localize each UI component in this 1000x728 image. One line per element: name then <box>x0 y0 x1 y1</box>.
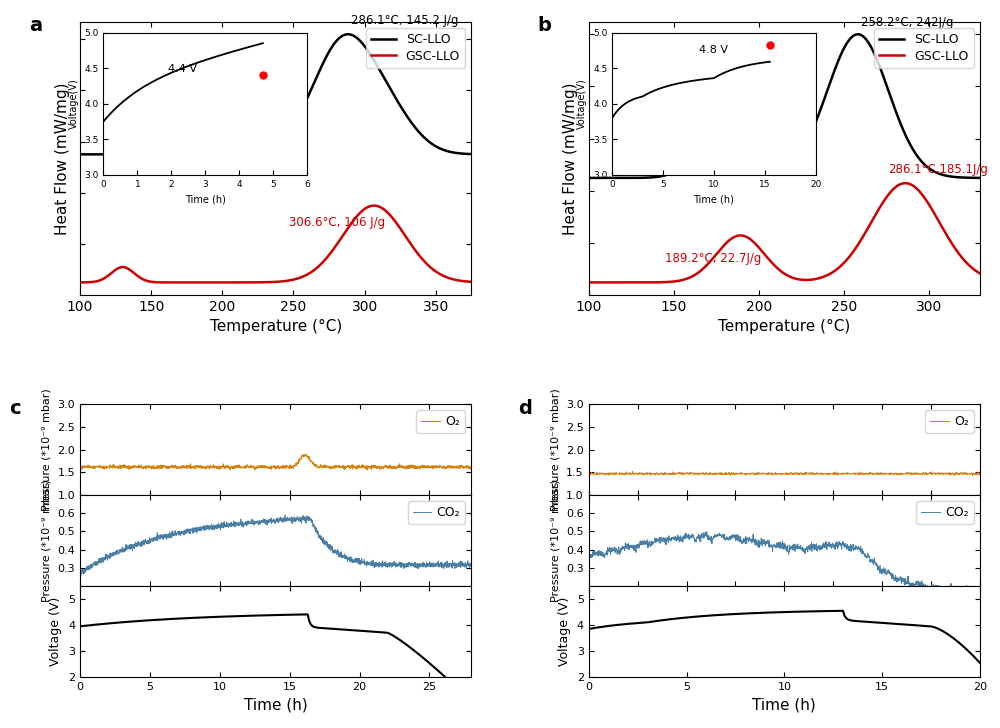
SC-LLO <box>760 159 772 168</box>
SC-LLO <box>143 150 155 159</box>
GSC-LLO <box>175 278 187 287</box>
SC-LLO <box>583 173 595 182</box>
SC-LLO <box>465 150 477 159</box>
Y-axis label: Pressure (*10⁻⁹ mbar): Pressure (*10⁻⁹ mbar) <box>42 479 52 602</box>
SC-LLO <box>369 58 381 67</box>
SC-LLO <box>878 74 890 82</box>
GSC-LLO <box>652 278 664 287</box>
Text: 189.2°C, 22.7J/g: 189.2°C, 22.7J/g <box>665 252 762 264</box>
Y-axis label: Heat Flow (mW/mg): Heat Flow (mW/mg) <box>55 82 70 234</box>
GSC-LLO <box>74 278 86 287</box>
Y-axis label: Heat Flow (mW/mg): Heat Flow (mW/mg) <box>563 82 578 234</box>
SC-LLO <box>175 150 187 159</box>
Text: 179.8°C, 22.5J/g: 179.8°C, 22.5J/g <box>699 95 796 108</box>
SC-LLO <box>74 150 86 159</box>
GSC-LLO <box>368 201 380 210</box>
Legend: O₂: O₂ <box>925 411 974 433</box>
Line: GSC-LLO: GSC-LLO <box>80 205 471 282</box>
X-axis label: Temperature (°C): Temperature (°C) <box>718 320 850 334</box>
Text: 306.6°C, 106 J/g: 306.6°C, 106 J/g <box>289 216 385 229</box>
GSC-LLO <box>877 197 889 206</box>
GSC-LLO <box>143 277 155 286</box>
GSC-LLO <box>252 278 264 287</box>
Legend: CO₂: CO₂ <box>916 502 974 524</box>
SC-LLO <box>652 173 664 181</box>
SC-LLO <box>305 87 317 95</box>
Text: 286.1°C,185.1J/g: 286.1°C,185.1J/g <box>889 163 988 175</box>
Y-axis label: Pressure (*10⁻⁹ mbar): Pressure (*10⁻⁹ mbar) <box>551 388 561 511</box>
SC-LLO <box>683 154 695 163</box>
X-axis label: Time (h): Time (h) <box>752 697 816 713</box>
SC-LLO <box>342 30 354 39</box>
GSC-LLO <box>336 232 348 241</box>
Line: SC-LLO: SC-LLO <box>80 34 471 154</box>
GSC-LLO <box>813 274 825 282</box>
Text: 286.1°C, 145.2 J/g: 286.1°C, 145.2 J/g <box>351 14 458 27</box>
SC-LLO <box>251 148 263 157</box>
Legend: SC-LLO, GSC-LLO: SC-LLO, GSC-LLO <box>874 28 974 68</box>
GSC-LLO <box>760 251 772 260</box>
X-axis label: Temperature (°C): Temperature (°C) <box>210 320 342 334</box>
Line: GSC-LLO: GSC-LLO <box>589 183 980 282</box>
Y-axis label: Pressure (*10⁻⁹ mbar): Pressure (*10⁻⁹ mbar) <box>42 388 52 511</box>
GSC-LLO <box>305 268 317 277</box>
SC-LLO <box>813 108 825 117</box>
SC-LLO <box>852 30 864 39</box>
Text: c: c <box>10 400 21 419</box>
SC-LLO <box>844 34 856 43</box>
Legend: CO₂: CO₂ <box>408 502 465 524</box>
GSC-LLO <box>583 278 595 287</box>
GSC-LLO <box>370 202 382 210</box>
Text: d: d <box>518 400 532 419</box>
GSC-LLO <box>683 274 695 282</box>
Legend: O₂: O₂ <box>416 411 465 433</box>
GSC-LLO <box>974 269 986 278</box>
GSC-LLO <box>900 179 912 188</box>
Y-axis label: Voltage (V): Voltage (V) <box>558 597 571 666</box>
Y-axis label: Voltage (V): Voltage (V) <box>49 597 62 666</box>
SC-LLO <box>335 32 347 41</box>
Legend: SC-LLO, GSC-LLO: SC-LLO, GSC-LLO <box>366 28 465 68</box>
SC-LLO <box>974 173 986 182</box>
Text: b: b <box>538 17 552 36</box>
Y-axis label: Pressure (*10⁻⁹ mbar): Pressure (*10⁻⁹ mbar) <box>551 479 561 602</box>
GSC-LLO <box>183 278 195 287</box>
X-axis label: Time (h): Time (h) <box>244 697 308 713</box>
GSC-LLO <box>465 277 477 286</box>
GSC-LLO <box>844 252 856 261</box>
Text: 258.2°C, 242J/g: 258.2°C, 242J/g <box>861 17 954 29</box>
Text: a: a <box>29 17 42 36</box>
Line: SC-LLO: SC-LLO <box>589 34 980 178</box>
